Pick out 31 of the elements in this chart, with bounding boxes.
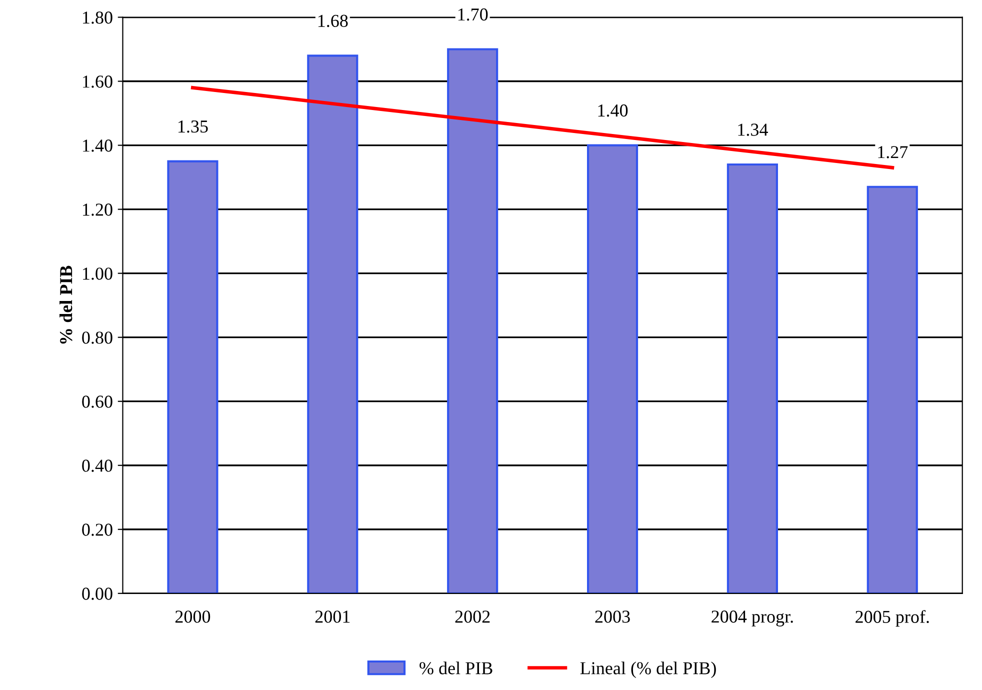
x-tick-label: 2002 [455,610,490,623]
x-tick-label: 2003 [595,610,630,623]
y-axis-title: % del PIB [60,266,72,344]
x-tick-label: 2001 [315,610,350,623]
y-tick-label: 0.20 [82,524,112,536]
y-tick-label: 1.00 [83,268,112,280]
legend-label: Lineal (% del PIB) [580,662,716,678]
bar [866,186,918,594]
data-label: 1.40 [598,104,628,117]
x-tick-label: 2005 prof. [856,610,929,627]
data-label: 1.35 [178,120,208,133]
data-label: 1.34 [738,124,768,136]
y-tick-label: 0.80 [82,332,112,344]
bar [307,54,358,594]
data-label: 1.27 [878,146,908,158]
data-label: 1.68 [318,14,348,28]
bar [726,163,778,594]
y-tick-label: 1.80 [83,12,112,24]
bar [586,144,638,594]
y-tick-label: 1.20 [83,204,112,216]
y-tick-label: 1.60 [83,76,112,88]
y-tick-label: 0.60 [82,396,112,408]
y-tick-label: 0.00 [82,588,112,600]
bar [447,48,498,594]
x-tick-label: 2000 [175,610,210,623]
bar [167,160,218,594]
data-label: 1.70 [458,8,488,21]
x-tick-label: 2004 progr. [712,610,793,626]
y-tick-label: 1.40 [83,140,112,152]
y-tick-label: 0.40 [82,460,112,472]
legend-label: % del PIB [420,662,492,674]
